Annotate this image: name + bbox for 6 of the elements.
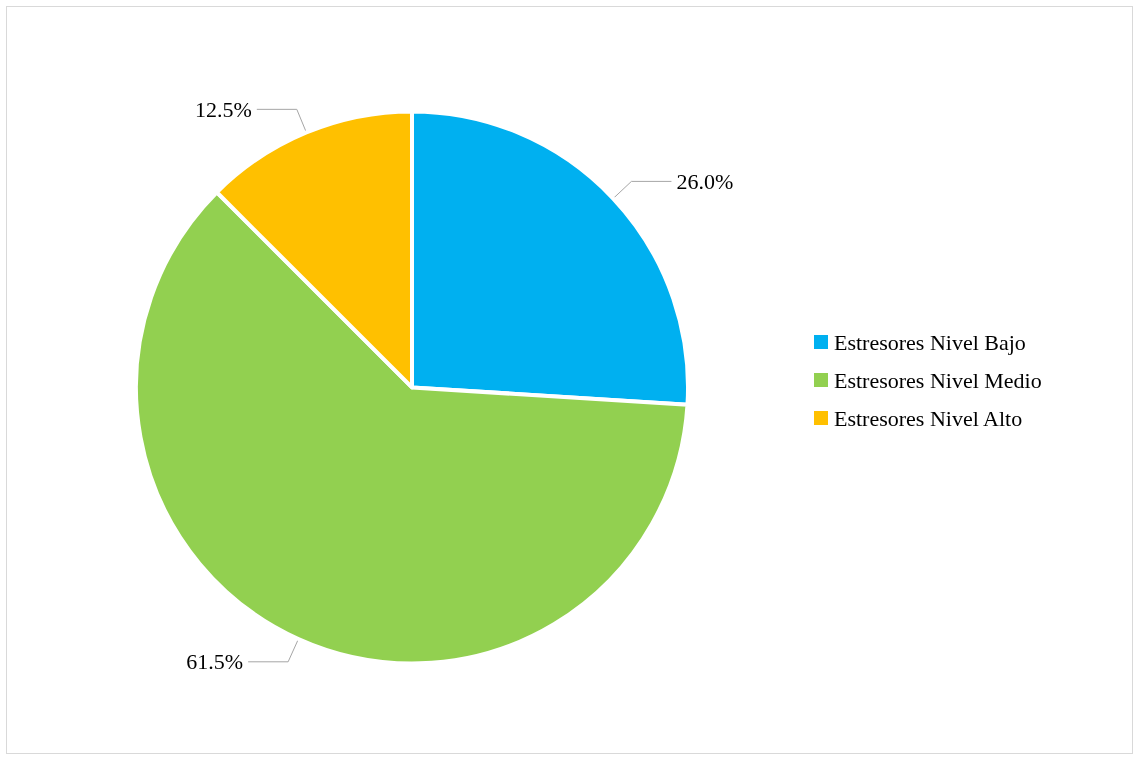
data-label: 61.5% (186, 649, 244, 675)
legend-label: Estresores Nivel Alto (834, 405, 1023, 431)
data-label: 12.5% (194, 96, 252, 122)
legend-label: Estresores Nivel Bajo (834, 329, 1026, 355)
legend-label: Estresores Nivel Medio (834, 367, 1042, 393)
data-label: 26.0% (676, 168, 734, 194)
